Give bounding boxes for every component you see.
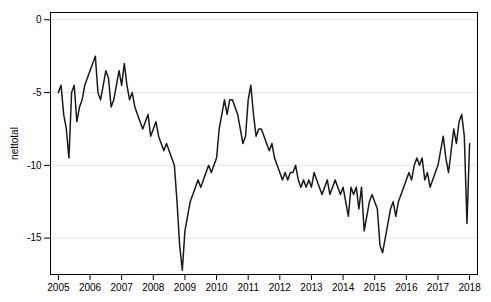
svg-text:2006: 2006 <box>79 282 102 293</box>
svg-text:2012: 2012 <box>269 282 292 293</box>
svg-text:2014: 2014 <box>332 282 355 293</box>
svg-text:2015: 2015 <box>364 282 387 293</box>
svg-text:2005: 2005 <box>47 282 70 293</box>
svg-text:2010: 2010 <box>205 282 228 293</box>
svg-text:2007: 2007 <box>111 282 134 293</box>
svg-text:2008: 2008 <box>142 282 165 293</box>
svg-text:0: 0 <box>36 14 42 25</box>
svg-text:-15: -15 <box>27 232 42 243</box>
svg-text:nettotal: nettotal <box>9 127 20 160</box>
svg-text:2009: 2009 <box>174 282 197 293</box>
svg-text:2018: 2018 <box>458 282 481 293</box>
svg-text:-10: -10 <box>27 160 42 171</box>
svg-text:-5: -5 <box>33 87 42 98</box>
svg-text:2013: 2013 <box>300 282 323 293</box>
svg-text:2011: 2011 <box>237 282 259 293</box>
svg-text:2017: 2017 <box>427 282 450 293</box>
svg-text:2016: 2016 <box>395 282 418 293</box>
